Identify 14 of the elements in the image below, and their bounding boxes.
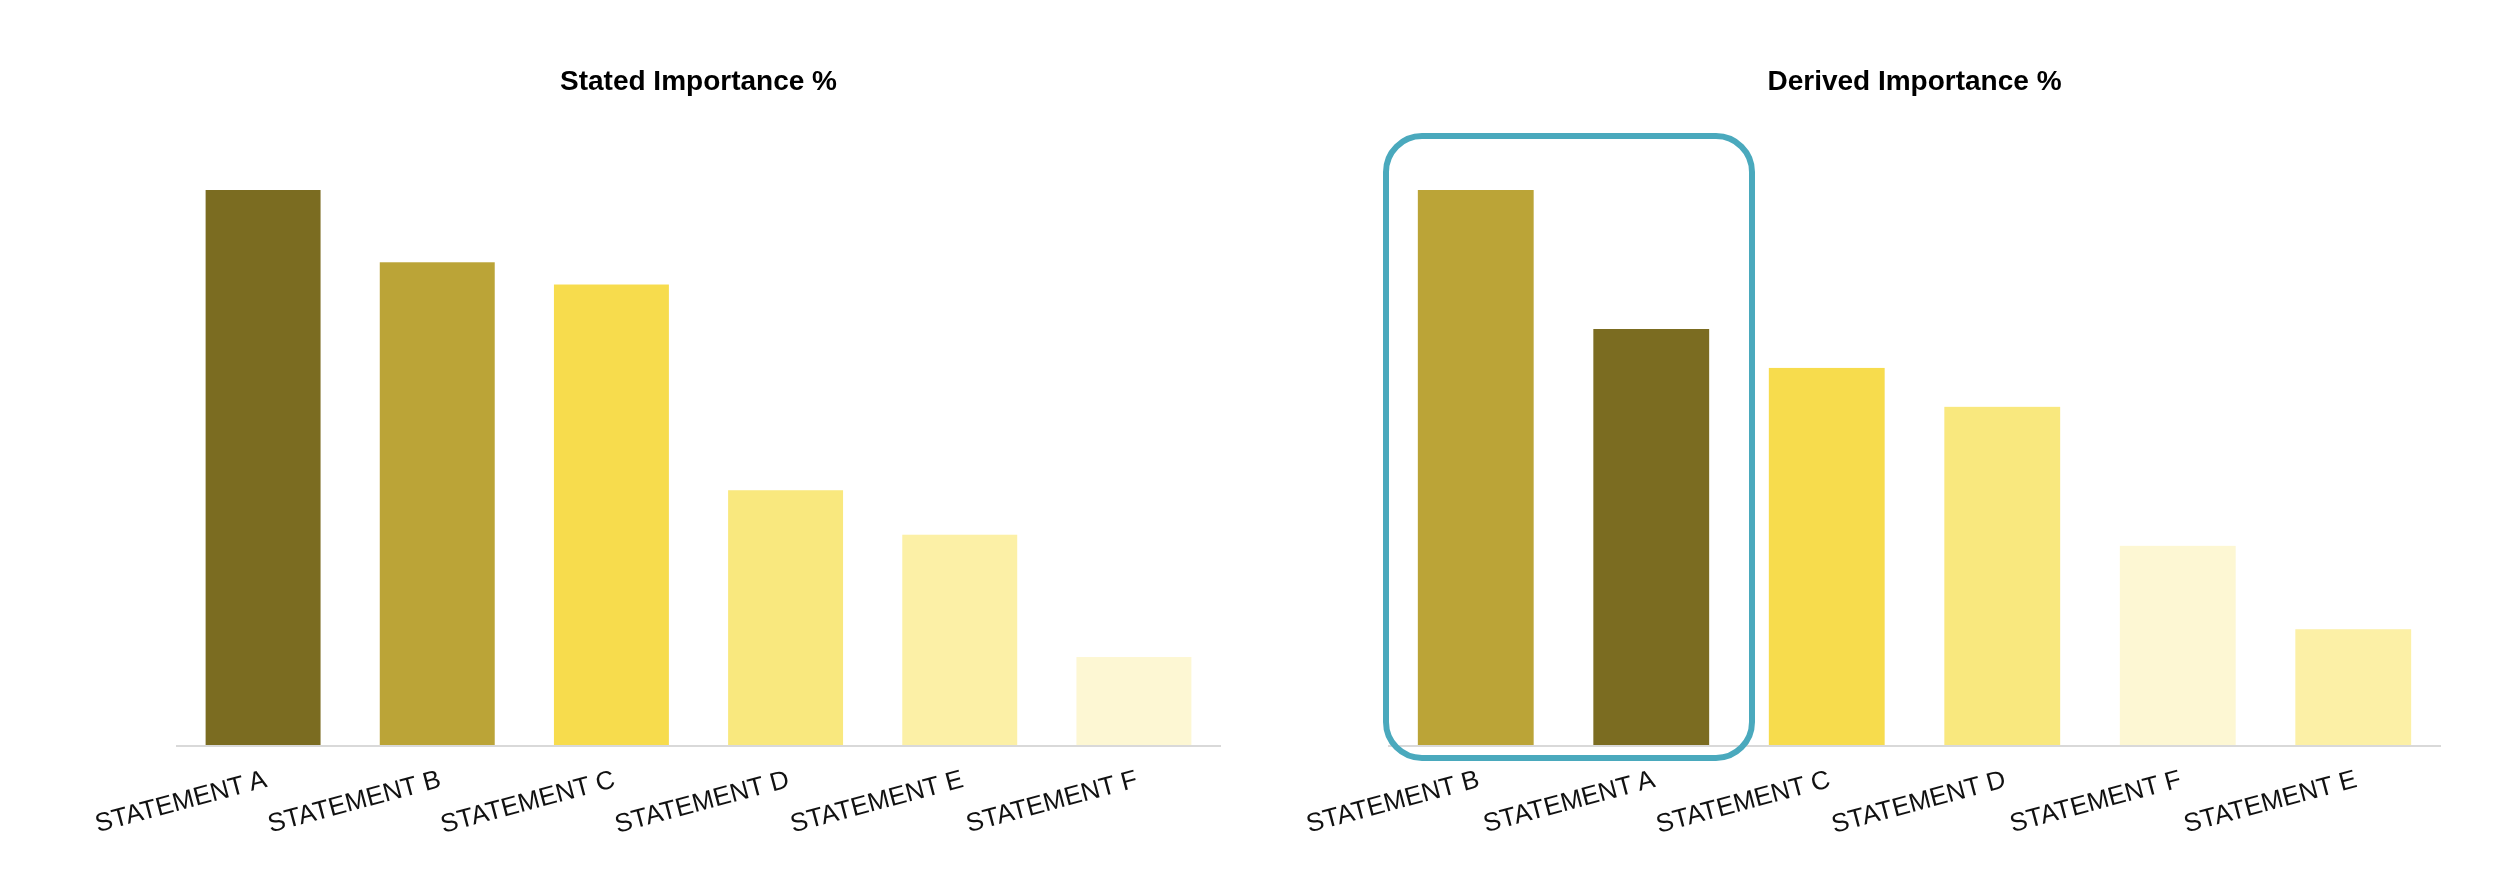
chart-title: Stated Importance % <box>560 65 838 96</box>
bar <box>1944 406 2061 746</box>
bar <box>553 284 669 746</box>
chart-title: Derived Importance % <box>1767 65 2062 96</box>
bar <box>1593 329 1710 746</box>
bar <box>2119 545 2236 746</box>
bar <box>1768 367 1885 746</box>
bar <box>1417 190 1534 746</box>
bar <box>205 190 321 746</box>
bar <box>728 490 844 746</box>
bar <box>2295 629 2412 746</box>
bar <box>379 262 495 746</box>
bar <box>1076 657 1192 746</box>
bar <box>902 534 1018 746</box>
